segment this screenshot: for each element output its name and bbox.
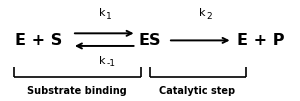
- Text: 2: 2: [207, 12, 212, 21]
- Text: k: k: [99, 56, 106, 66]
- Text: k: k: [200, 8, 206, 18]
- Text: ES: ES: [139, 33, 161, 48]
- Text: -1: -1: [106, 59, 115, 68]
- Text: E + P: E + P: [237, 33, 285, 48]
- Text: Substrate binding: Substrate binding: [27, 86, 126, 96]
- Text: Catalytic step: Catalytic step: [159, 86, 235, 96]
- Text: k: k: [99, 8, 106, 18]
- Text: 1: 1: [106, 12, 112, 21]
- Text: E + S: E + S: [15, 33, 63, 48]
